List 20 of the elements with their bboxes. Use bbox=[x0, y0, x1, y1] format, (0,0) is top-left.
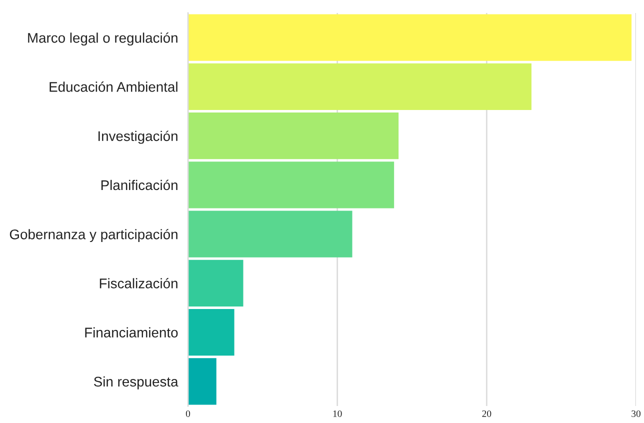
x-tick-label: 20 bbox=[482, 410, 492, 418]
bar bbox=[188, 14, 632, 61]
y-tick-label: Sin respuesta bbox=[94, 376, 178, 390]
bar bbox=[188, 260, 244, 307]
x-tick-label: 0 bbox=[186, 410, 190, 418]
bar bbox=[188, 112, 399, 160]
bar bbox=[188, 63, 532, 110]
y-tick-label: Educación Ambiental bbox=[50, 81, 178, 92]
y-tick-label: Investigación bbox=[98, 130, 178, 144]
y-tick-label: Marco legal o regulación bbox=[28, 32, 178, 46]
bar bbox=[188, 210, 352, 258]
bar bbox=[188, 308, 234, 356]
bar bbox=[188, 358, 216, 405]
y-tick-label: Planificación bbox=[101, 180, 178, 190]
x-tick-label: 30 bbox=[632, 410, 640, 418]
x-tick-label: 10 bbox=[333, 410, 342, 418]
y-tick-label: Gobernanza y participación bbox=[10, 228, 178, 242]
y-tick-label: Financiamiento bbox=[85, 327, 178, 338]
bar bbox=[188, 162, 394, 208]
y-tick-label: Fiscalización bbox=[100, 278, 178, 288]
